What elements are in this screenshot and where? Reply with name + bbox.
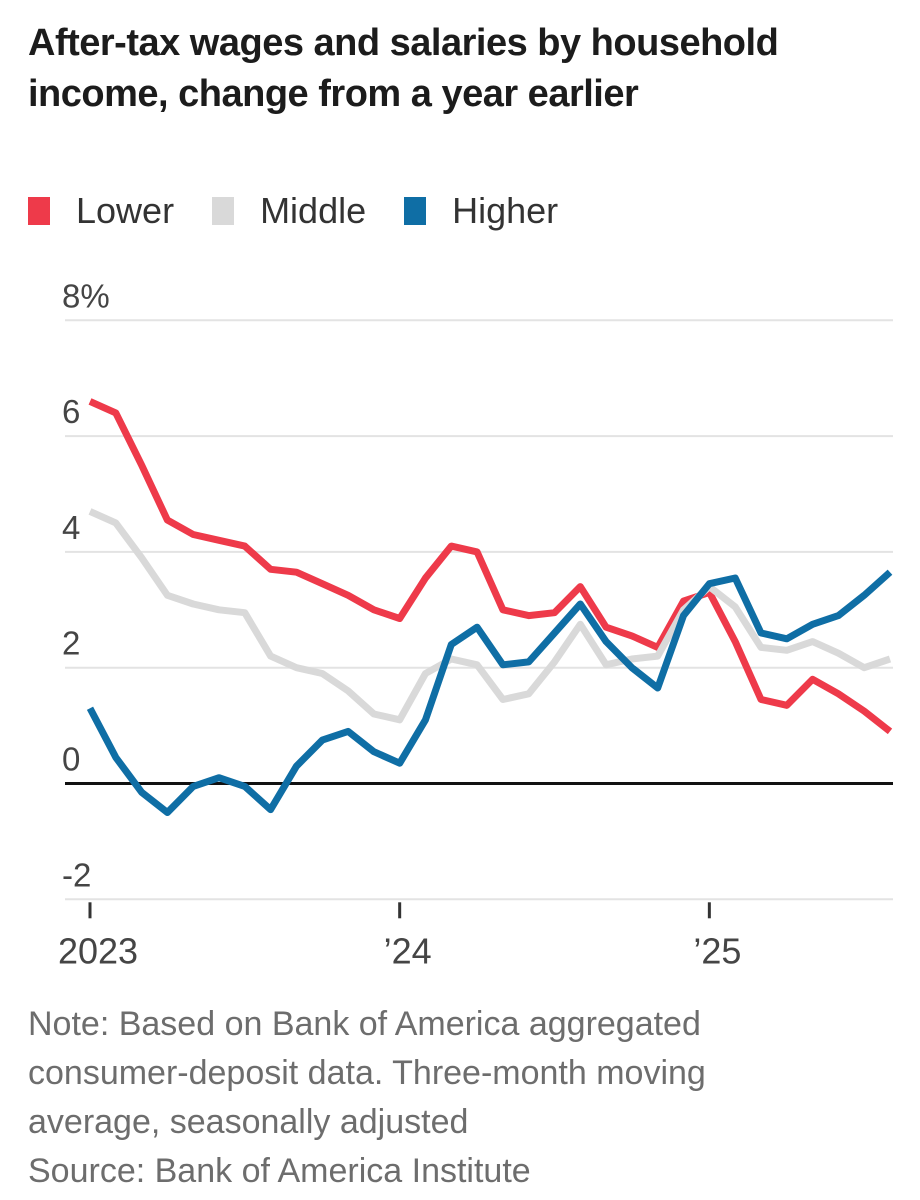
x-axis-label: 2023: [58, 930, 138, 971]
x-axis-label: ’24: [384, 930, 432, 971]
y-axis-label: 8%: [62, 277, 110, 314]
line-chart-plot: -2 0 2 4 6 8% 2023 ’24 ’25: [58, 277, 893, 971]
source-text: Source: Bank of America Institute: [28, 1151, 531, 1190]
legend-item-higher: Higher: [404, 190, 558, 232]
chart-legend: Lower Middle Higher: [28, 190, 596, 232]
y-axis-label: 6: [62, 393, 80, 430]
y-axis-label: 2: [62, 625, 80, 662]
series-line-lower: [88, 398, 893, 735]
legend-label-lower: Lower: [76, 190, 175, 231]
series-line-higher: [86, 569, 893, 816]
chart-title: After-tax wages and salaries by househol…: [28, 22, 779, 115]
y-axis-label: -2: [62, 856, 91, 893]
higher-swatch-icon: [404, 197, 427, 225]
chart-notes: Note: Based on Bank of America aggregate…: [28, 1000, 768, 1196]
legend-item-lower: Lower: [28, 190, 174, 232]
legend-label-higher: Higher: [452, 190, 559, 231]
series-line-middle: [88, 508, 892, 724]
legend-item-middle: Middle: [212, 190, 366, 232]
y-axis-label: 0: [62, 741, 80, 778]
middle-swatch-icon: [212, 197, 235, 225]
lower-swatch-icon: [28, 197, 50, 225]
y-axis-label: 4: [62, 509, 80, 546]
legend-label-middle: Middle: [260, 190, 367, 231]
note-text: Note: Based on Bank of America aggregate…: [28, 1005, 706, 1141]
x-axis-label: ’25: [693, 930, 741, 971]
